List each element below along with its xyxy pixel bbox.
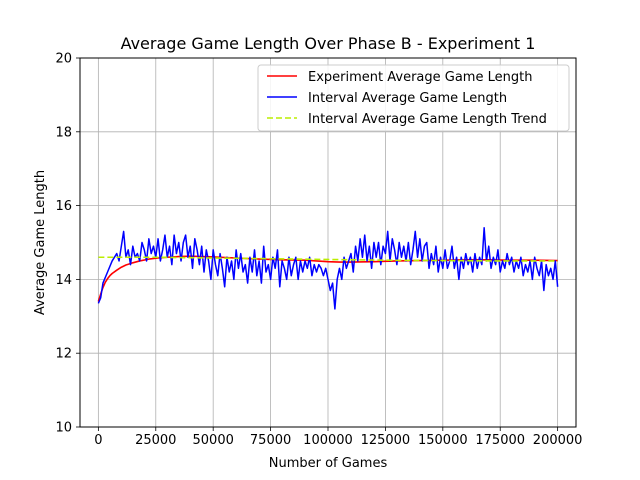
y-tick-label: 10: [55, 421, 72, 436]
legend-entry-label: Experiment Average Game Length: [308, 70, 532, 85]
y-tick-label: 18: [55, 125, 72, 140]
x-tick-label: 200000: [533, 433, 583, 448]
y-tick-label: 12: [55, 347, 72, 362]
x-tick-label: 25000: [135, 433, 176, 448]
x-tick-label: 100000: [303, 433, 353, 448]
legend: Experiment Average Game Length Interval A…: [258, 65, 569, 131]
x-tick-label: 150000: [418, 433, 468, 448]
x-tick-label: 175000: [475, 433, 525, 448]
x-tick-label: 75000: [250, 433, 291, 448]
y-tick-label: 16: [55, 199, 72, 214]
x-tick-label: 0: [94, 433, 102, 448]
x-axis-label: Number of Games: [269, 456, 388, 471]
legend-entry-label: Interval Average Game Length Trend: [308, 112, 547, 127]
x-tick-label: 125000: [361, 433, 411, 448]
x-tick-label: 50000: [193, 433, 234, 448]
y-tick-label: 20: [55, 52, 72, 67]
chart-title: Average Game Length Over Phase B - Exper…: [121, 34, 536, 53]
y-axis-label: Average Game Length: [33, 170, 48, 315]
y-tick-label: 14: [55, 273, 72, 288]
legend-entry-label: Interval Average Game Length: [308, 91, 507, 106]
